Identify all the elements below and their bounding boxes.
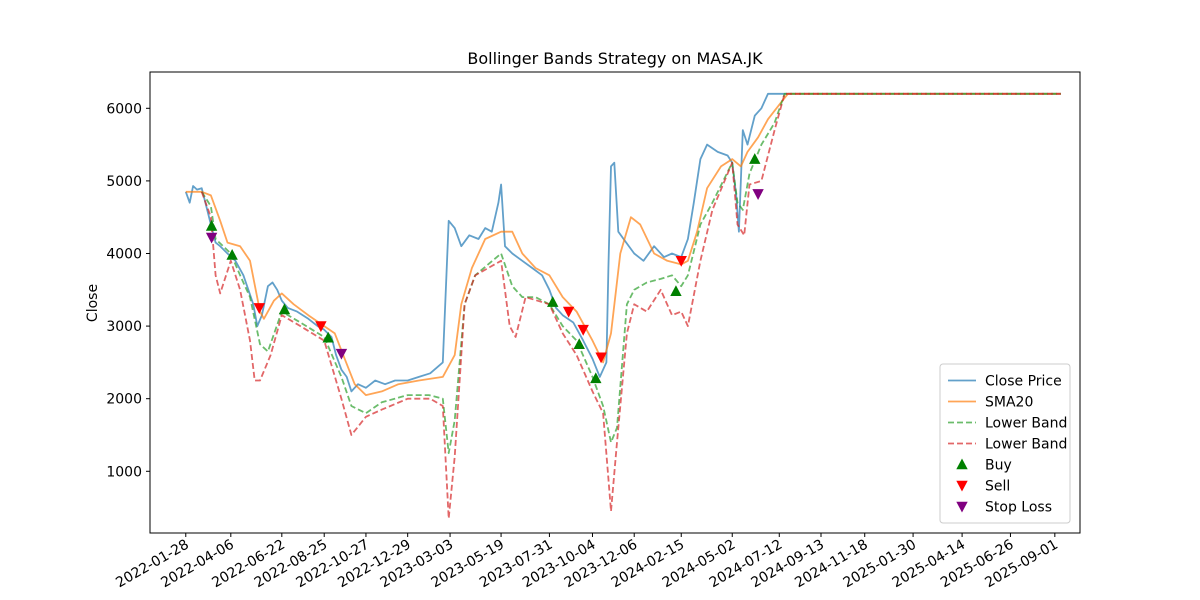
sell-marker-3 [562, 306, 575, 318]
legend-label-buy-5: Buy [985, 458, 1012, 474]
sell-marker-2 [315, 321, 327, 333]
y-tick-label: 5000 [106, 174, 142, 190]
legend-swatch-buy-5 [956, 458, 968, 470]
signal-marker-layer [205, 153, 764, 384]
buy-marker-7 [590, 372, 602, 384]
buy-marker-8 [670, 285, 682, 297]
stop-loss-marker-2 [335, 348, 348, 360]
buy-marker-2 [226, 248, 238, 260]
legend-label-stop-loss-7: Stop Loss [985, 500, 1052, 516]
legend-swatch-sell-6 [956, 480, 968, 492]
series-layer [184, 92, 1061, 520]
series-line-close-price-1 [184, 92, 1061, 393]
buy-marker-4 [322, 331, 334, 343]
legend-label-lower-band-4: Lower Band [985, 437, 1067, 453]
buy-marker-9 [749, 153, 761, 164]
y-tick-label: 2000 [106, 392, 142, 408]
chart-title: Bollinger Bands Strategy on MASA.JK [467, 49, 763, 68]
series-line-lower-band-3 [200, 92, 1061, 454]
stop-loss-marker-1 [205, 232, 218, 244]
buy-marker-1 [205, 219, 218, 231]
legend-label-close-price-1: Close Price [985, 374, 1062, 390]
legend: Close Price SMA20 Lower Band Lower Band Buy S… [939, 363, 1071, 524]
series-line-sma20-2 [185, 92, 1061, 396]
sell-marker-1 [253, 303, 265, 314]
y-tick-label: 6000 [106, 101, 142, 117]
sell-marker-6 [675, 255, 687, 267]
legend-label-sma20-2: SMA20 [985, 395, 1033, 411]
buy-marker-3 [278, 303, 291, 315]
sell-marker-4 [577, 324, 589, 336]
y-tick-label: 3000 [106, 319, 142, 335]
x-axis-ticks: 2022-01-282022-04-062022-06-222022-08-25… [113, 533, 1061, 591]
buy-marker-6 [573, 338, 585, 350]
series-line-lower-band-4 [200, 92, 1061, 520]
legend-swatch-stop-loss-7 [956, 501, 968, 513]
stop-loss-marker-3 [752, 189, 764, 200]
legend-label-sell-6: Sell [985, 479, 1010, 495]
legend-box [939, 363, 1071, 524]
legend-label-lower-band-3: Lower Band [985, 416, 1067, 432]
y-axis-label: Close [85, 284, 101, 322]
sell-marker-5 [595, 352, 607, 364]
y-axis-ticks: 1000 2000 3000 4000 5000 6000 [106, 101, 150, 480]
y-tick-label: 1000 [106, 464, 142, 480]
plot-frame [149, 71, 1081, 534]
y-tick-label: 4000 [106, 246, 142, 262]
buy-marker-5 [547, 296, 559, 307]
